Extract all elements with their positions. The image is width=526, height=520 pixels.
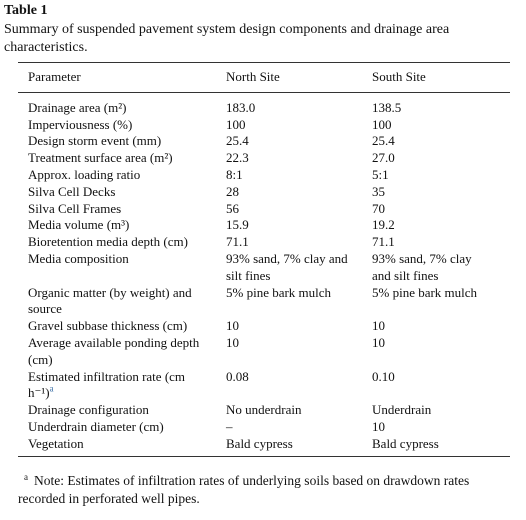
table-label: Table 1	[4, 3, 48, 18]
south-cell: 10	[372, 418, 385, 434]
north-cell: 22.3	[226, 150, 249, 166]
south-cell: 25.4	[372, 133, 395, 149]
parameter: Silva Cell Frames	[28, 200, 122, 216]
north-cell: 10	[226, 334, 239, 350]
parameter-cell: Imperviousness (%)	[18, 117, 226, 134]
footnote: a Note: Estimates of infiltration rates o…	[18, 472, 513, 508]
north-cell: No underdrain	[226, 402, 302, 418]
table-row: Underdrain diameter (cm) – 10	[18, 419, 510, 436]
parameter-cell: Estimated infiltration rate (cm h⁻¹)a	[18, 369, 226, 403]
table-body: Drainage area (m²) 183.0 138.5 Imperviousne…	[18, 92, 510, 457]
north-cell: 100	[226, 116, 246, 132]
parameter: Approx. loading ratio	[28, 166, 141, 182]
south-cell: 35	[372, 183, 385, 199]
south-cell: 5% pine bark mulch	[372, 284, 478, 300]
table-caption: Summary of suspended pavement system des…	[4, 22, 450, 55]
table-row: Drainage configuration No underdrain Under…	[18, 402, 510, 419]
north-cell: 25.4	[226, 133, 249, 149]
north-cell: 0.08	[226, 368, 249, 384]
parameter: Media volume (m³)	[28, 217, 130, 233]
table-row: Silva Cell Frames 56 70	[18, 201, 510, 218]
north-cell: Bald cypress	[226, 435, 372, 457]
parameter: Average available ponding depth (cm)	[28, 334, 200, 367]
parameter: Imperviousness (%)	[28, 116, 133, 132]
parameter-cell: Approx. loading ratio	[18, 167, 226, 184]
parameter-cell: Drainage configuration	[18, 402, 226, 419]
table-row: Organic matter (by weight) and source 5% …	[18, 285, 510, 319]
parameter-cell: Average available ponding depth (cm)	[18, 335, 226, 369]
parameter-cell: Media volume (m³)	[18, 217, 226, 234]
parameter: Treatment surface area (m²)	[28, 150, 173, 166]
north-cell: 8:1	[226, 166, 243, 182]
north-cell: 15.9	[226, 217, 249, 233]
table-row: Media composition 93% sand, 7% clay and s…	[18, 251, 510, 285]
table-row: Imperviousness (%) 100 100	[18, 117, 510, 134]
parameter-cell: Underdrain diameter (cm)	[18, 419, 226, 436]
south-cell: 0.10	[372, 368, 395, 384]
parameter-cell: Bioretention media depth (cm)	[18, 234, 226, 251]
table-header: Parameter North Site South Site	[18, 62, 510, 93]
table: Parameter North Site South Site Drainage…	[18, 62, 510, 457]
parameter-cell: Gravel subbase thickness (cm)	[18, 318, 226, 335]
south-cell: 10	[372, 334, 385, 350]
table-row: Average available ponding depth (cm) 10 10	[18, 335, 510, 369]
parameter-cell: Design storm event (mm)	[18, 133, 226, 150]
north-cell: 183.0	[226, 99, 256, 115]
south-cell: Bald cypress	[372, 435, 510, 457]
north-cell: 71.1	[226, 234, 249, 250]
north-cell: 10	[226, 318, 239, 334]
south-cell: 71.1	[372, 234, 395, 250]
table-row: Gravel subbase thickness (cm) 10 10	[18, 318, 510, 335]
north-cell: 5% pine bark mulch	[226, 284, 332, 300]
south-cell: 5:1	[372, 166, 389, 182]
column-header: Parameter	[18, 62, 226, 93]
table-row: Estimated infiltration rate (cm h⁻¹)a 0.0…	[18, 369, 510, 403]
header-row: Parameter North Site South Site	[18, 62, 510, 93]
south-cell: 19.2	[372, 217, 395, 233]
parameter-cell: Silva Cell Frames	[18, 201, 226, 218]
parameter-cell: Silva Cell Decks	[18, 184, 226, 201]
south-cell: 138.5	[372, 99, 402, 115]
south-cell: 10	[372, 318, 385, 334]
table-row: Media volume (m³) 15.9 19.2	[18, 217, 510, 234]
table-row: Vegetation Bald cypress Bald cypress	[18, 435, 510, 457]
parameter: Organic matter (by weight) and source	[28, 284, 192, 317]
south-cell: 70	[372, 200, 385, 216]
north-cell: 93% sand, 7% clay and silt fines	[226, 250, 348, 283]
footnote-text: Note: Estimates of infiltration rates of…	[18, 473, 470, 506]
parameter: Underdrain diameter (cm)	[28, 418, 164, 434]
north-cell: 56	[226, 200, 239, 216]
parameter-cell: Media composition	[18, 251, 226, 285]
table-row: Treatment surface area (m²) 22.3 27.0	[18, 150, 510, 167]
table-row: Drainage area (m²) 183.0 138.5	[18, 92, 510, 116]
table-row: Approx. loading ratio 8:1 5:1	[18, 167, 510, 184]
parameter: Bioretention media depth (cm)	[28, 234, 188, 250]
parameter-cell: Drainage area (m²)	[18, 92, 226, 116]
column-header: South Site	[372, 62, 510, 93]
north-cell: –	[226, 418, 233, 434]
parameter: Estimated infiltration rate (cm h⁻¹)	[28, 368, 186, 401]
parameter-cell: Vegetation	[18, 435, 226, 457]
parameter: Drainage area (m²)	[28, 99, 127, 115]
south-cell: Underdrain	[372, 402, 432, 418]
footnote-marker: a	[24, 471, 28, 482]
south-cell: 93% sand, 7% clay and silt fines	[372, 250, 472, 283]
table-row: Silva Cell Decks 28 35	[18, 184, 510, 201]
table-row: Design storm event (mm) 25.4 25.4	[18, 133, 510, 150]
footnote-ref: a	[49, 384, 54, 395]
table-row: Bioretention media depth (cm) 71.1 71.1	[18, 234, 510, 251]
parameter: Gravel subbase thickness (cm)	[28, 318, 188, 334]
parameter: Drainage configuration	[28, 402, 149, 418]
north-cell: 28	[226, 183, 239, 199]
parameter-cell: Treatment surface area (m²)	[18, 150, 226, 167]
parameter: Design storm event (mm)	[28, 133, 162, 149]
column-header: North Site	[226, 62, 372, 93]
parameter: Media composition	[28, 250, 129, 266]
parameter: Vegetation	[28, 435, 84, 451]
parameter-cell: Organic matter (by weight) and source	[18, 285, 226, 319]
parameter: Silva Cell Decks	[28, 183, 116, 199]
south-cell: 27.0	[372, 150, 395, 166]
south-cell: 100	[372, 116, 392, 132]
